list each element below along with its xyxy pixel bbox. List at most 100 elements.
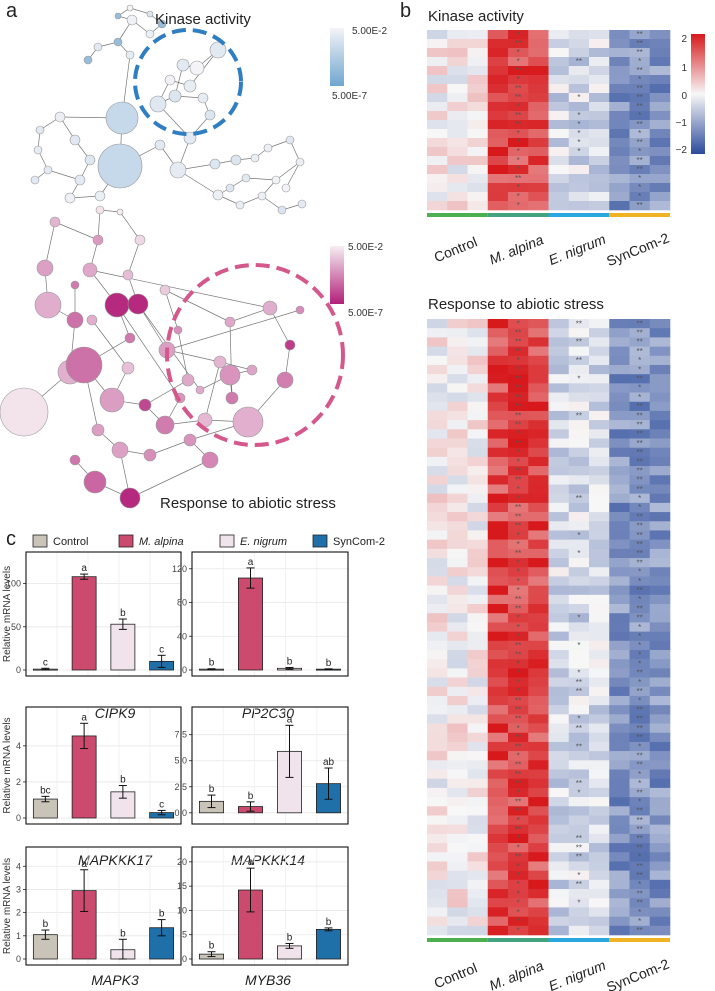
heatmap-cell [528, 447, 549, 458]
heatmap-cell [427, 512, 448, 522]
heatmap-significance: ** [515, 466, 521, 475]
heatmap-cell [629, 916, 651, 927]
heatmap-cell [649, 576, 671, 586]
heatmap-cell [487, 374, 509, 384]
heatmap-significance: * [638, 742, 641, 751]
heatmap-cell [629, 102, 651, 112]
heatmap-cell [528, 585, 549, 596]
y-tick-label: 15 [177, 881, 187, 891]
heatmap-significance: ** [576, 57, 582, 66]
heatmap-cell [467, 695, 489, 706]
heatmap-cell [649, 640, 671, 651]
heatmap-cell [629, 668, 651, 678]
heatmap-cell [629, 84, 651, 94]
heatmap-cell [589, 66, 610, 76]
heatmap-significance: ** [637, 430, 643, 439]
network-edge [91, 319, 129, 369]
heatmap-cell [629, 57, 651, 67]
stress-heatmap-title: Response to abiotic stress [428, 296, 604, 313]
heatmap-cell [609, 613, 630, 623]
heatmap-cell [447, 558, 468, 568]
heatmap-significance: * [638, 568, 641, 577]
heatmap-cell [447, 604, 468, 614]
heatmap-cell [609, 824, 630, 835]
heatmap-cell [427, 843, 448, 853]
heatmap-cell [629, 806, 651, 816]
heatmap-cell [487, 898, 509, 908]
heatmap-cell [447, 429, 468, 439]
heatmap-cell [629, 156, 651, 166]
heatmap-cell [548, 183, 570, 193]
heatmap-significance: * [517, 843, 520, 852]
heatmap-cell [649, 374, 671, 384]
heatmap-cell [568, 102, 590, 112]
network-node [189, 60, 205, 76]
heatmap-cell [508, 93, 529, 103]
heatmap-cell [467, 797, 489, 807]
heatmap-cell [467, 30, 489, 40]
heatmap-cell [427, 401, 448, 412]
heatmap-cell [487, 539, 509, 550]
heatmap-significance: ** [637, 614, 643, 623]
heatmap-cell [447, 328, 468, 338]
network-node [86, 314, 98, 326]
network-node [93, 42, 103, 52]
heatmap-cell [508, 677, 529, 688]
heatmap-cell [508, 879, 529, 890]
heatmap-cell [609, 39, 630, 49]
legend-label: SynCom-2 [333, 536, 385, 548]
heatmap-cell [487, 558, 509, 568]
heatmap-cell [649, 493, 671, 504]
heatmap-cell [629, 493, 651, 504]
heatmap-cell [548, 843, 570, 853]
heatmap-cell [508, 337, 529, 347]
heatmap-cell [568, 732, 590, 743]
network-node [91, 423, 105, 437]
heatmap-significance: ** [637, 48, 643, 57]
heatmap-cell [548, 156, 570, 166]
heatmap-cell [609, 723, 630, 734]
heatmap-cell [629, 649, 651, 660]
heatmap-cell [487, 806, 509, 816]
heatmap-cell [649, 192, 671, 202]
heatmap-cell [427, 39, 448, 49]
heatmap-cell [548, 438, 570, 449]
y-tick-label: 120 [172, 564, 187, 574]
heatmap-cell [528, 165, 549, 175]
heatmap-cell [609, 383, 630, 393]
network-node [246, 364, 258, 376]
heatmap-cell [447, 622, 468, 632]
heatmap-cell [609, 438, 630, 449]
heatmap-cell [609, 558, 630, 568]
heatmap-cell [568, 138, 590, 148]
heatmap-cell [568, 861, 590, 871]
stress-highlight-ellipse [165, 263, 345, 447]
heatmap-cell [649, 401, 671, 412]
heatmap-cell [609, 138, 630, 148]
heatmap-cell [508, 604, 529, 614]
heatmap-cell [427, 346, 448, 357]
heatmap-significance: * [638, 650, 641, 659]
network-node [35, 125, 45, 135]
significance-letter: b [209, 658, 215, 669]
heatmap-cell [447, 337, 468, 347]
network-node [138, 398, 152, 412]
heatmap-cell [589, 337, 610, 347]
heatmap-cell [528, 787, 549, 798]
heatmap-cell [467, 539, 489, 550]
heatmap-cell [447, 879, 468, 890]
y-tick-label: 10 [177, 905, 187, 915]
heatmap-significance: * [638, 384, 641, 393]
heatmap-cell [467, 861, 489, 871]
heatmap-cell [427, 129, 448, 139]
heatmap-cell [528, 466, 549, 476]
heatmap-cell [548, 66, 570, 76]
kinase-network-label: Kinase activity [155, 11, 251, 28]
heatmap-cell [568, 165, 590, 175]
heatmap-cell [427, 328, 448, 338]
heatmap-significance: * [638, 696, 641, 705]
heatmap-cell [609, 521, 630, 531]
heatmap-cell [427, 84, 448, 94]
heatmap-cell [427, 769, 448, 780]
heatmap-cell [589, 75, 610, 85]
